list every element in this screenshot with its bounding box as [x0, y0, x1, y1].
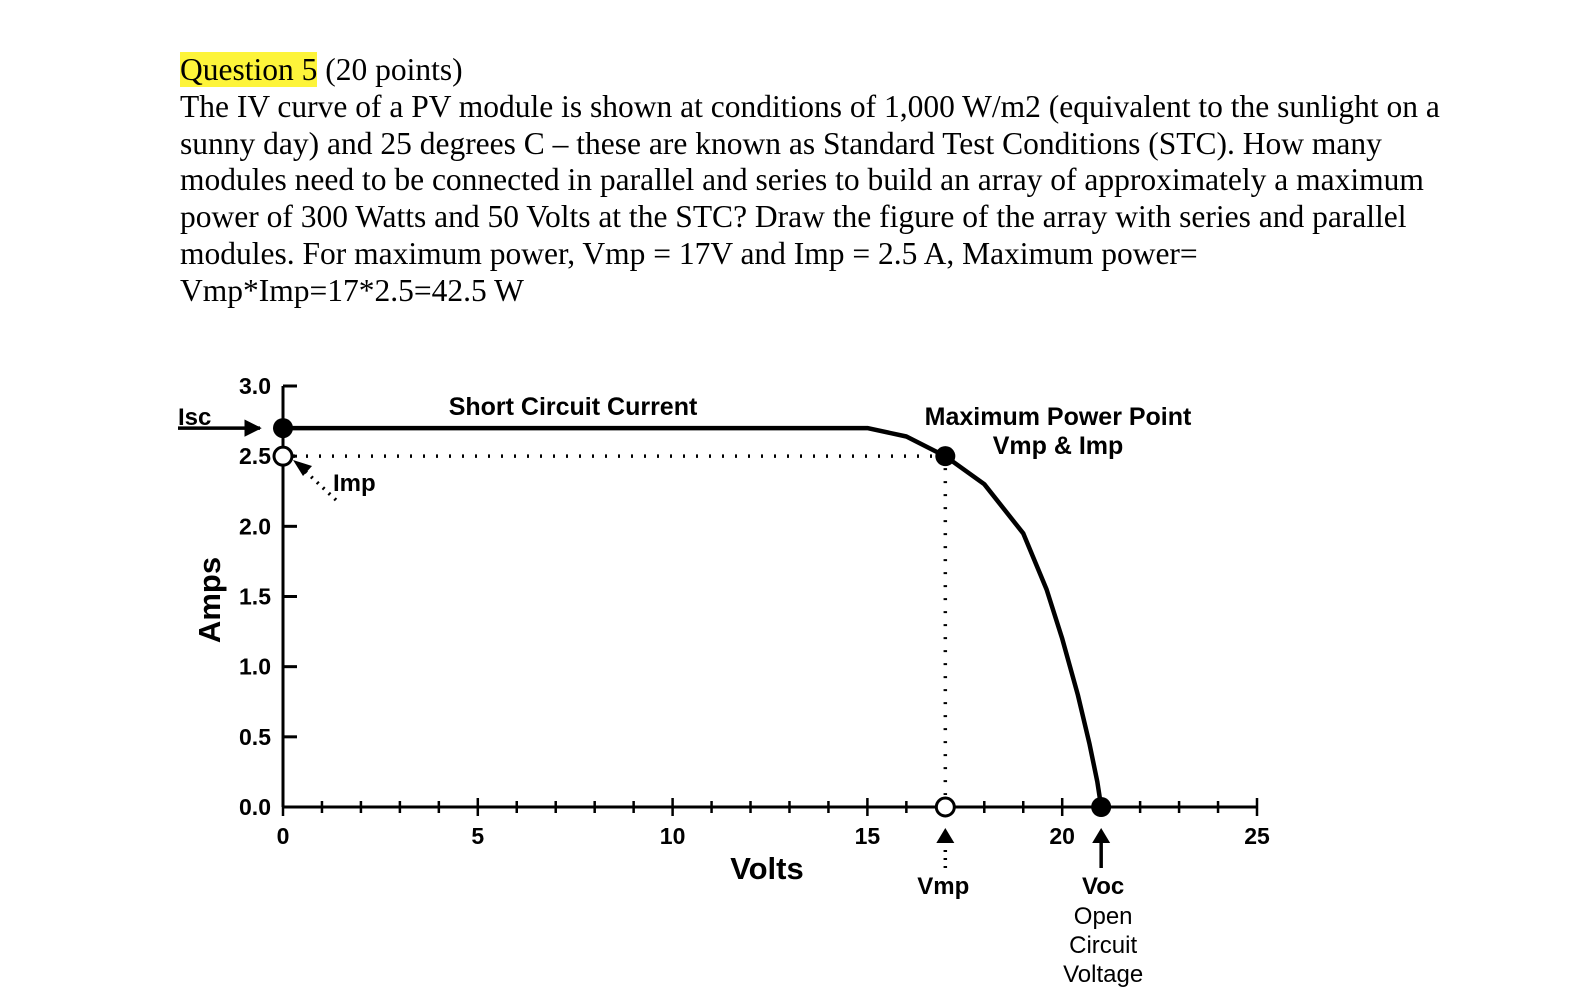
x-tick-label: 0: [277, 823, 290, 849]
labels-layer: 0.0 0.5 1.0 1.5 2.0 2.5 3.0 0 5 10 15 20 25 Volts Amps…: [178, 373, 1270, 988]
question-line-5: modules. For maximum power, Vmp = 17V an…: [180, 235, 1198, 271]
question-line-6: Vmp*Imp=17*2.5=42.5 W: [180, 272, 524, 308]
question-text: Question 5 (20 points) The IV curve of a…: [180, 52, 1470, 310]
question-points: (20 points): [317, 52, 463, 87]
imp-label: Imp: [333, 470, 376, 497]
mpp-label-line2: Vmp & Imp: [993, 432, 1124, 460]
iv-curve-line: [283, 425, 1104, 808]
y-tick-label: 0.5: [239, 724, 271, 750]
curve-layer: [283, 425, 1104, 808]
x-tick-label: 25: [1244, 823, 1270, 849]
voc-description-line: Circuit: [1069, 932, 1137, 959]
x-tick-label: 10: [660, 823, 686, 849]
y-tick-label: 2.5: [239, 443, 271, 469]
question-line-1: The IV curve of a PV module is shown at …: [180, 88, 1440, 124]
y-tick-label: 0.0: [239, 794, 271, 820]
y-tick-label: 2.0: [239, 513, 271, 539]
y-tick-label: 3.0: [239, 373, 271, 399]
question-heading: Question 5 (20 points): [180, 52, 1470, 89]
voc-label: Voc: [1082, 873, 1124, 900]
mpp-label-line1: Maximum Power Point: [925, 403, 1192, 431]
y-tick-label: 1.0: [239, 654, 271, 680]
y-tick-label: 1.5: [239, 584, 271, 610]
imp-arrow-line: [303, 469, 338, 502]
question-line-3: modules need to be connected in parallel…: [180, 162, 1424, 198]
x-tick-label: 20: [1049, 823, 1075, 849]
isc-point: [273, 418, 293, 439]
question-line-4: power of 300 Watts and 50 Volts at the S…: [180, 199, 1407, 235]
imp-arrow-head: [293, 460, 312, 476]
vmp-point: [934, 796, 956, 818]
x-tick-label: 5: [471, 823, 484, 849]
mpp-point: [935, 446, 956, 467]
vmp-label: Vmp: [917, 873, 969, 900]
vmp-arrow-head: [936, 828, 955, 843]
voc-description-line: Voltage: [1063, 961, 1143, 988]
voc-arrow-head: [1092, 828, 1111, 843]
guide-lines: [178, 419, 1111, 870]
y-axis-label: Amps: [192, 557, 227, 643]
x-axis-label: Volts: [730, 851, 804, 886]
isc-label: Isc: [178, 404, 211, 431]
x-tick-label: 15: [855, 823, 881, 849]
question-line-2: sunny day) and 25 degrees C – these are …: [180, 125, 1382, 161]
short-circuit-label: Short Circuit Current: [449, 393, 698, 421]
question-label: Question 5: [180, 52, 318, 87]
points-layer: [272, 418, 1112, 818]
imp-point: [272, 445, 294, 467]
voc-description-line: Open: [1074, 903, 1133, 930]
voc-point: [1091, 797, 1112, 817]
